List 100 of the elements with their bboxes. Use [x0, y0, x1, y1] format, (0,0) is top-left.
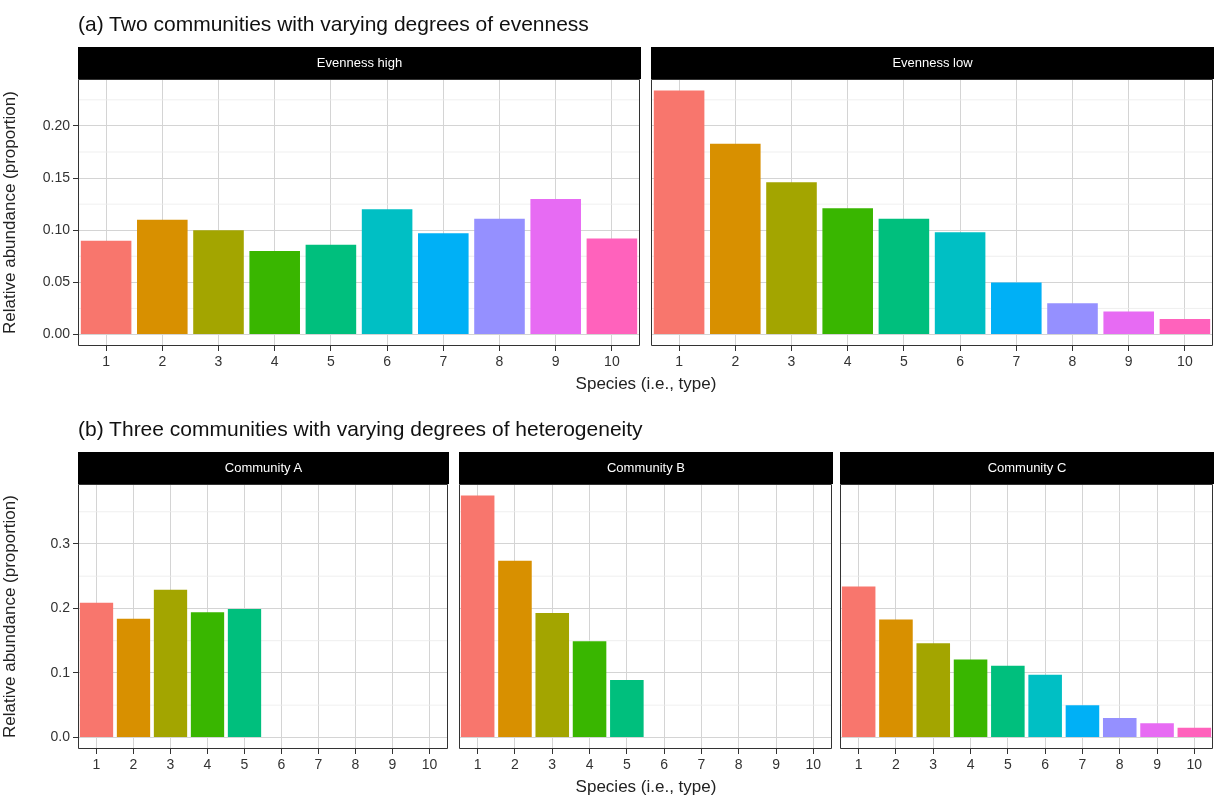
bar	[766, 182, 817, 335]
bar	[586, 238, 638, 335]
bar	[305, 244, 357, 335]
bar	[841, 586, 876, 737]
x-tick-label: 10	[805, 756, 822, 773]
x-tick-label: 6	[956, 353, 965, 370]
bar	[1047, 303, 1098, 335]
x-tick-label: 1	[92, 756, 101, 773]
bar	[1177, 727, 1212, 737]
x-tick-label: 1	[675, 353, 684, 370]
x-tick-label: 2	[892, 756, 901, 773]
x-tick-label: 3	[548, 756, 557, 773]
x-tick-label: 7	[1078, 756, 1087, 773]
x-tick-label: 9	[1124, 353, 1133, 370]
bar	[991, 282, 1042, 335]
x-tick-label: 8	[495, 353, 504, 370]
x-tick-label: 7	[314, 756, 323, 773]
bar	[137, 219, 188, 335]
x-tick-label: 3	[787, 353, 796, 370]
x-tick-label: 3	[166, 756, 175, 773]
y-axis-title: Relative abundance (proportion)	[0, 91, 19, 334]
x-axis-title: Species (i.e., type)	[575, 374, 717, 394]
x-tick-label: 5	[900, 353, 908, 370]
bar	[460, 495, 495, 737]
x-tick-label: 4	[585, 756, 594, 773]
chart-subtitle: Community B	[459, 452, 833, 484]
bar	[1140, 723, 1174, 737]
x-tick-label: 8	[734, 756, 743, 773]
y-tick-label: 0.2	[50, 599, 71, 616]
x-tick-label: 4	[270, 353, 279, 370]
bar	[1102, 718, 1137, 737]
bar	[610, 680, 644, 737]
y-tick-label: 0.05	[42, 273, 71, 290]
bar	[878, 218, 930, 335]
x-tick-label: 6	[660, 756, 669, 773]
x-tick-label: 10	[604, 353, 620, 370]
x-tick-label: 8	[1068, 353, 1077, 370]
bar	[991, 665, 1025, 737]
chart-subtitle: Evenness high	[78, 47, 641, 79]
x-tick-label: 9	[772, 756, 781, 773]
bar	[418, 233, 469, 335]
x-tick-label: 9	[551, 353, 560, 370]
bar	[1159, 318, 1211, 335]
x-tick-label: 10	[1177, 353, 1193, 370]
x-tick-label: 10	[421, 756, 438, 773]
bar	[1065, 705, 1100, 737]
x-tick-label: 4	[203, 756, 212, 773]
bar	[653, 90, 705, 335]
x-tick-label: 6	[277, 756, 286, 773]
bar	[879, 619, 913, 737]
y-tick-label: 0.0	[50, 728, 71, 745]
x-tick-label: 1	[854, 756, 863, 773]
bar	[498, 560, 532, 737]
bar	[361, 209, 413, 335]
y-tick-label: 0.00	[42, 325, 71, 342]
x-tick-label: 5	[240, 756, 249, 773]
bar	[193, 230, 244, 335]
chart-subtitle: Evenness low	[651, 47, 1214, 79]
bar	[535, 612, 570, 737]
x-tick-label: 10	[1186, 756, 1203, 773]
x-tick-label: 8	[1115, 756, 1124, 773]
bar	[572, 641, 607, 737]
bar	[1028, 674, 1062, 737]
bar	[79, 602, 114, 737]
y-tick-label: 0.10	[42, 221, 71, 238]
bar	[1103, 311, 1154, 335]
chart-subtitle: Community C	[840, 452, 1214, 484]
x-tick-label: 5	[1003, 756, 1012, 773]
x-tick-label: 1	[473, 756, 482, 773]
x-tick-label: 4	[843, 353, 852, 370]
x-tick-label: 8	[351, 756, 360, 773]
x-tick-label: 3	[214, 353, 223, 370]
x-tick-label: 5	[622, 756, 631, 773]
bar	[249, 251, 300, 335]
x-tick-label: 5	[327, 353, 335, 370]
bar	[80, 240, 132, 335]
bar	[916, 643, 951, 737]
x-tick-label: 1	[102, 353, 111, 370]
y-tick-label: 0.3	[50, 534, 71, 551]
bar	[953, 659, 988, 737]
bar	[530, 198, 581, 335]
y-tick-label: 0.1	[50, 663, 71, 680]
x-tick-label: 7	[439, 353, 448, 370]
y-tick-label: 0.15	[42, 168, 71, 185]
x-tick-label: 2	[158, 353, 167, 370]
chart-title: (a) Two communities with varying degrees of evenness	[78, 12, 589, 36]
bar	[227, 609, 262, 737]
x-tick-label: 2	[129, 756, 138, 773]
x-tick-label: 2	[731, 353, 740, 370]
x-tick-label: 7	[1012, 353, 1021, 370]
bar	[474, 218, 525, 335]
bar	[116, 618, 151, 737]
chart-subtitle: Community A	[78, 452, 449, 484]
bar	[190, 612, 225, 737]
x-tick-label: 9	[388, 756, 397, 773]
x-axis-title: Species (i.e., type)	[575, 777, 717, 797]
bar	[153, 589, 188, 737]
x-tick-label: 3	[929, 756, 938, 773]
x-tick-label: 7	[697, 756, 706, 773]
x-tick-label: 2	[511, 756, 520, 773]
